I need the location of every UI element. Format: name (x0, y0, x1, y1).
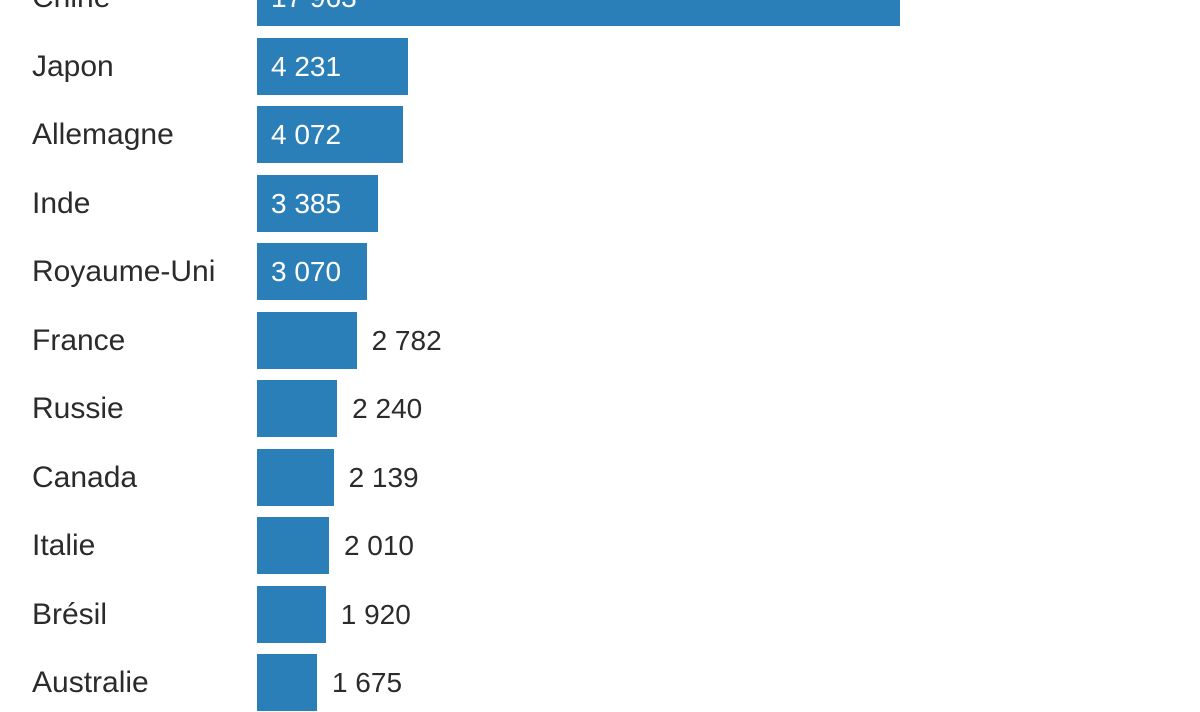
bar (257, 106, 403, 163)
value-label: 3 070 (271, 256, 342, 287)
value-label: 4 072 (271, 119, 342, 150)
value-label: 2 782 (371, 324, 442, 356)
value-label: 1 920 (340, 598, 411, 630)
bar (257, 654, 317, 711)
value-label: 17 963 (271, 0, 357, 27)
category-label: Canada (32, 460, 138, 494)
category-label: Japon (32, 49, 114, 83)
category-label: France (32, 323, 126, 357)
value-label: 2 240 (352, 393, 423, 424)
bar (257, 243, 367, 300)
bar (257, 585, 326, 643)
category-label: Allemagne (32, 118, 174, 151)
bar (257, 174, 379, 232)
category-label: Italie (32, 529, 96, 562)
bar (257, 517, 329, 574)
bar (257, 380, 338, 437)
bar (257, 37, 409, 95)
value-label: 4 231 (271, 50, 342, 82)
category-label: Royaume-Uni (32, 255, 216, 288)
category-label: Russie (32, 392, 124, 425)
category-label: Brésil (32, 597, 108, 631)
value-label: 3 385 (271, 187, 342, 219)
value-label: 1 675 (331, 667, 403, 698)
bar (257, 311, 357, 369)
category-label: Inde (32, 186, 91, 220)
category-label: Australie (32, 666, 149, 699)
bar (257, 448, 334, 506)
bar (257, 0, 900, 26)
value-label: 2 010 (343, 530, 415, 561)
category-label: Chine (32, 0, 110, 27)
value-label: 2 139 (348, 461, 419, 493)
